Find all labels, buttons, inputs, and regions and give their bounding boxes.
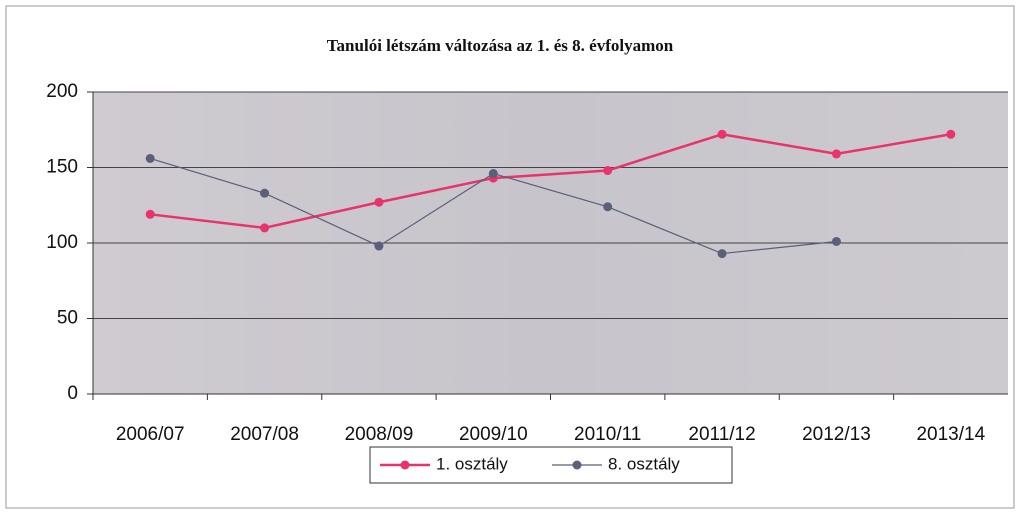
data-point (260, 188, 270, 198)
x-tick-label: 2006/07 (116, 424, 185, 445)
x-tick-label: 2007/08 (230, 424, 299, 445)
legend-label: 1. osztály (436, 454, 508, 473)
data-point (488, 169, 498, 179)
x-tick-label: 2009/10 (459, 424, 528, 445)
y-tick-label: 0 (67, 383, 78, 404)
x-tick-label: 2012/13 (802, 424, 871, 445)
x-tick-label: 2010/11 (574, 424, 641, 445)
data-point (831, 149, 841, 159)
data-point (603, 202, 613, 212)
y-tick-label: 100 (46, 232, 78, 253)
y-tick-label: 200 (46, 81, 78, 102)
legend-label: 8. osztály (608, 454, 680, 473)
data-point (145, 153, 155, 163)
y-tick-label: 50 (57, 308, 78, 329)
legend-box (369, 446, 733, 484)
series-line (150, 132, 952, 230)
y-tick-label: 150 (46, 157, 78, 178)
data-point (717, 249, 727, 259)
data-point (374, 197, 384, 207)
data-point (717, 129, 727, 139)
data-point (946, 129, 956, 139)
data-point (260, 223, 270, 233)
legend-marker (400, 460, 410, 470)
data-point (603, 166, 613, 176)
data-point (831, 236, 841, 246)
x-tick-label: 2013/14 (916, 424, 985, 445)
x-tick-label: 2008/09 (345, 424, 414, 445)
legend-marker (572, 460, 582, 470)
chart-title: Tanulói létszám változása az 1. és 8. év… (327, 36, 674, 55)
x-tick-label: 2011/12 (688, 424, 755, 445)
data-point (145, 209, 155, 219)
data-point (374, 241, 384, 251)
